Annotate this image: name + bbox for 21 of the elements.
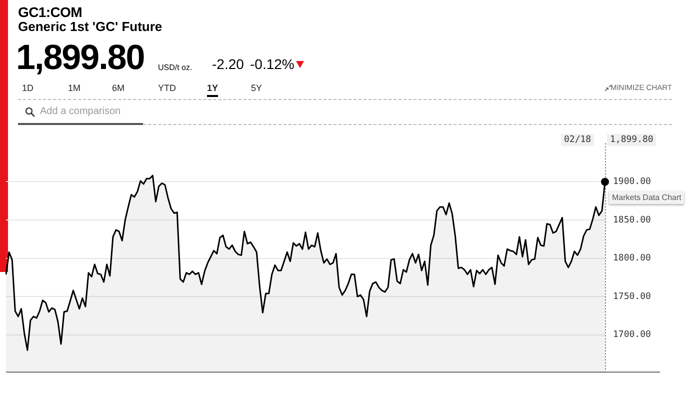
- text: 1,899.80: [607, 134, 656, 146]
- chart-title: GC1:COM: [18, 4, 82, 20]
- text: USD/t oz.: [158, 63, 192, 72]
- text: 6M: [112, 83, 125, 93]
- y-tick-label: 1750.00: [613, 292, 651, 302]
- text: Markets Data Chart: [609, 190, 684, 204]
- text: 1,899.80: [16, 38, 144, 78]
- text: -2.20: [212, 56, 244, 72]
- y-tick-label: 1800.00: [613, 254, 651, 264]
- text: 1Y: [207, 83, 218, 97]
- text: 1M: [68, 83, 81, 93]
- text: -0.12%: [250, 56, 294, 72]
- y-tick-label: 1900.00: [613, 177, 651, 188]
- y-tick-label: 1850.00: [613, 215, 651, 226]
- text: Add a comparison: [40, 106, 121, 117]
- text: 5Y: [251, 83, 262, 93]
- text: YTD: [158, 83, 176, 93]
- y-tick-label: 1700.00: [613, 330, 651, 340]
- annotation: 02/18: [561, 134, 594, 146]
- text: 1D: [22, 83, 34, 93]
- chart-subtitle: Generic 1st 'GC' Future: [18, 19, 162, 34]
